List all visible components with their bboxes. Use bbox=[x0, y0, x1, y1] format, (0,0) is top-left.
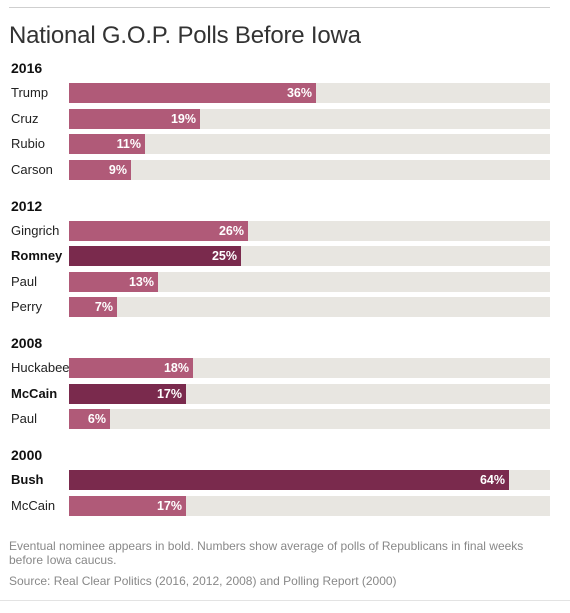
bar-value-label: 17% bbox=[156, 498, 182, 513]
candidate-label: Rubio bbox=[11, 136, 45, 151]
bar-value-label: 36% bbox=[286, 86, 312, 100]
bar-track bbox=[69, 159, 550, 180]
bar bbox=[69, 358, 193, 378]
bar-value-label: 9% bbox=[108, 162, 127, 177]
candidate-label: Gingrich bbox=[11, 222, 60, 238]
bar-value-label: 18% bbox=[163, 361, 189, 375]
candidate-label: Perry bbox=[11, 299, 43, 314]
bar bbox=[69, 83, 316, 103]
bar-row: Carson 9% bbox=[0, 159, 570, 180]
bar-value-label: 26% bbox=[218, 223, 244, 238]
bar-value-label: 19% bbox=[170, 111, 196, 126]
group-year-2008: 2008 bbox=[11, 335, 43, 351]
bar-value-label: 13% bbox=[128, 274, 154, 289]
candidate-label: Bush bbox=[11, 472, 44, 487]
bar-row: McCain 17% bbox=[0, 383, 570, 404]
bar bbox=[69, 108, 200, 129]
bar bbox=[69, 495, 186, 516]
candidate-label: Paul bbox=[11, 273, 38, 289]
bar bbox=[69, 159, 131, 180]
candidate-label: Trump bbox=[11, 85, 49, 100]
top-rule bbox=[9, 7, 550, 8]
bar-track bbox=[69, 134, 550, 154]
bar-row: Bush 64% bbox=[0, 470, 570, 490]
candidate-label: McCain bbox=[11, 497, 56, 513]
candidate-label: Carson bbox=[11, 161, 53, 177]
bar bbox=[69, 383, 186, 404]
bar-row: Huckabee 18% bbox=[0, 358, 570, 378]
bar-value-label: 25% bbox=[211, 249, 237, 263]
candidate-label: Romney bbox=[11, 248, 63, 263]
bar bbox=[69, 134, 145, 154]
source-note: Source: Real Clear Politics (2016, 2012,… bbox=[9, 574, 397, 588]
footnote: Eventual nominee appears in bold. Number… bbox=[9, 539, 524, 567]
bar-value-label: 11% bbox=[116, 137, 141, 151]
bar-track bbox=[69, 383, 550, 404]
bar-row: Romney 25% bbox=[0, 246, 570, 266]
group-year-2000: 2000 bbox=[11, 447, 43, 463]
bar-row: Cruz 19% bbox=[0, 108, 570, 129]
bar-track bbox=[69, 495, 550, 516]
chart-title: National G.O.P. Polls Before Iowa bbox=[9, 22, 361, 49]
bar bbox=[69, 470, 509, 490]
bottom-rule bbox=[0, 600, 570, 601]
group-year-2012: 2012 bbox=[11, 197, 43, 214]
bar-value-label: 6% bbox=[87, 412, 106, 426]
bar-row: McCain 17% bbox=[0, 495, 570, 516]
bar-value-label: 17% bbox=[156, 386, 182, 401]
bar bbox=[69, 297, 117, 317]
bar-value-label: 64% bbox=[479, 473, 505, 487]
bar bbox=[69, 409, 110, 429]
bar-row: Paul 13% bbox=[0, 271, 570, 292]
bar bbox=[69, 220, 248, 241]
bar-track bbox=[69, 409, 550, 429]
bar bbox=[69, 246, 241, 266]
group-year-2016: 2016 bbox=[11, 60, 43, 76]
bar-row: Paul 6% bbox=[0, 409, 570, 429]
bar-track bbox=[69, 297, 550, 317]
bar-row: Gingrich 26% bbox=[0, 220, 570, 241]
bar-row: Rubio 11% bbox=[0, 134, 570, 154]
bar-track bbox=[69, 271, 550, 292]
bar-value-label: 7% bbox=[94, 300, 113, 314]
candidate-label: Paul bbox=[11, 411, 38, 426]
candidate-label: Huckabee bbox=[11, 360, 70, 375]
bar bbox=[69, 271, 158, 292]
candidate-label: McCain bbox=[11, 385, 58, 401]
bar-row: Perry 7% bbox=[0, 297, 570, 317]
bar-row: Trump 36% bbox=[0, 83, 570, 103]
candidate-label: Cruz bbox=[11, 110, 39, 126]
